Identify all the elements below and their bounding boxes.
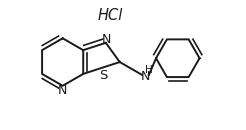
Text: N: N [102,33,111,46]
Text: N: N [58,84,67,97]
Text: S: S [99,69,108,82]
Text: N: N [140,70,150,83]
Text: H: H [145,65,153,75]
Text: HCl: HCl [97,8,123,23]
